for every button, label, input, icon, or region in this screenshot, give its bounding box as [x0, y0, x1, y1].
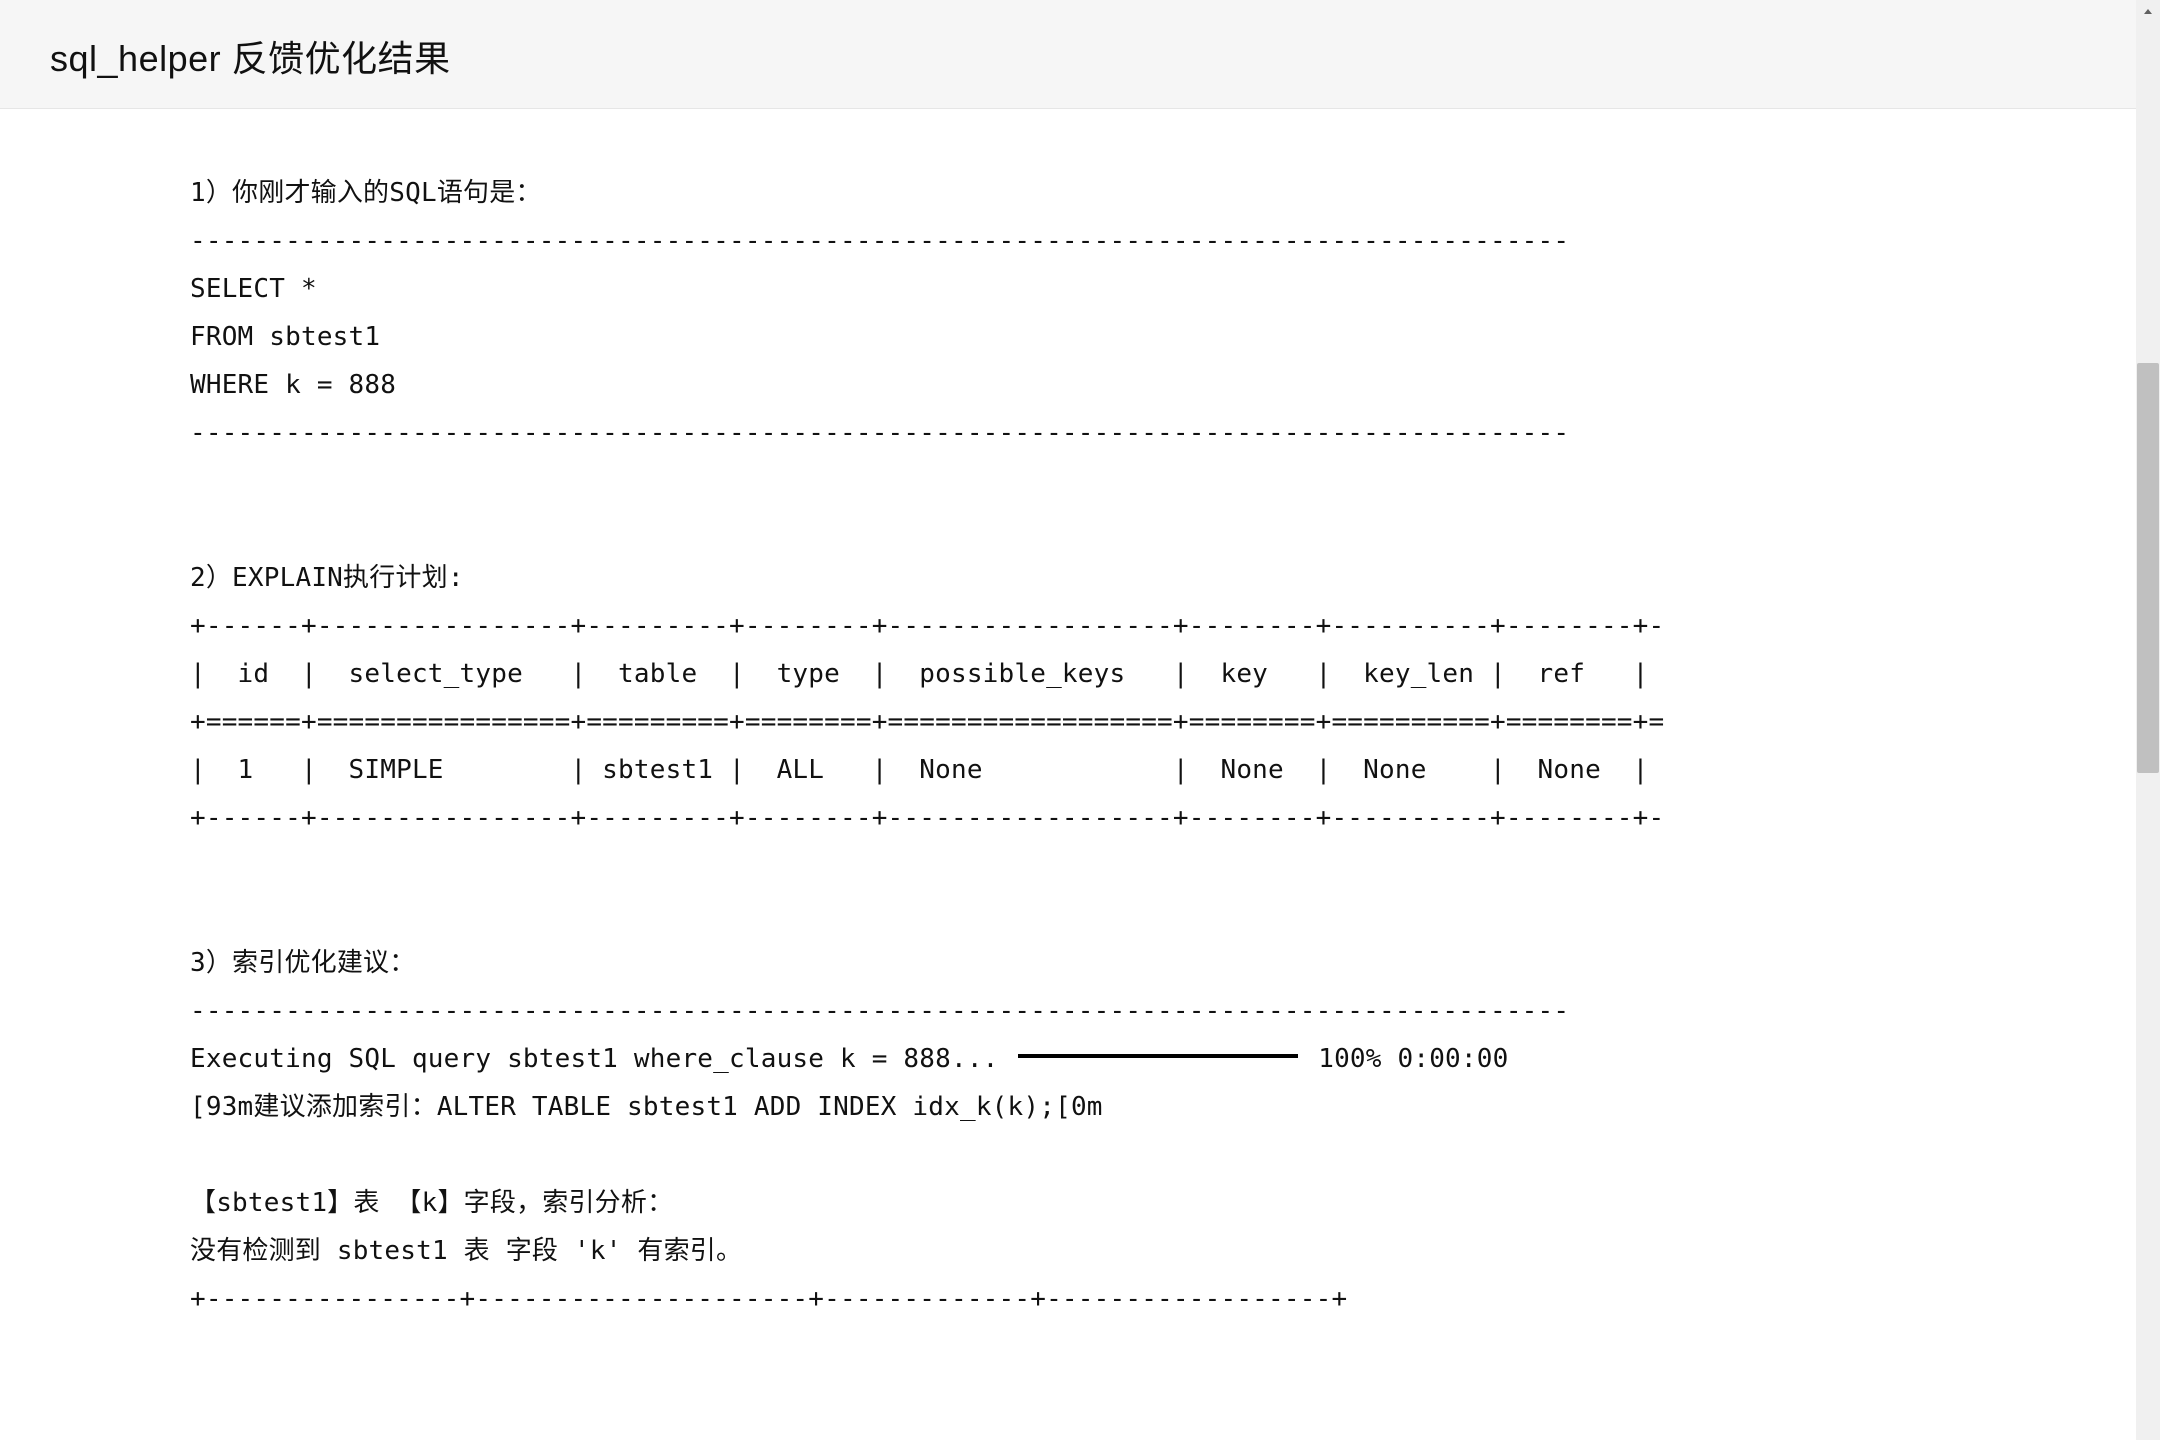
analysis-line-1: 【sbtest1】表 【k】字段，索引分析：	[190, 1188, 673, 1218]
sql-line-3: WHERE k = 888	[190, 370, 396, 400]
progress-bar-icon	[1018, 1054, 1298, 1058]
page-title: sql_helper 反馈优化结果	[50, 30, 2110, 82]
page-header: sql_helper 反馈优化结果	[0, 0, 2160, 109]
section1-heading: 1）你刚才输入的SQL语句是：	[190, 178, 542, 208]
exec-line-prefix: Executing SQL query sbtest1 where_clause…	[190, 1044, 1014, 1074]
explain-border-bottom: +------+----------------+---------+-----…	[190, 803, 1664, 833]
section3-heading: 3）索引优化建议：	[190, 948, 415, 978]
vertical-scrollbar-track[interactable]	[2136, 0, 2160, 1440]
sql-line-2: FROM sbtest1	[190, 322, 380, 352]
exec-line-suffix: 100% 0:00:00	[1302, 1044, 1508, 1074]
section3-divider: ----------------------------------------…	[190, 996, 1569, 1026]
explain-divider: +======+================+=========+=====…	[190, 707, 1664, 737]
explain-header-row: | id | select_type | table | type | poss…	[190, 659, 1649, 689]
advice-line: [93m建议添加索引：ALTER TABLE sbtest1 ADD INDEX…	[190, 1092, 1103, 1122]
trailing-border: +----------------+---------------------+…	[190, 1284, 1347, 1314]
explain-border-top: +------+----------------+---------+-----…	[190, 611, 1664, 641]
analysis-line-2: 没有检测到 sbtest1 表 字段 'k' 有索引。	[190, 1236, 742, 1266]
output-block: 1）你刚才输入的SQL语句是： ------------------------…	[190, 169, 1980, 1323]
page-wrapper: sql_helper 反馈优化结果 1）你刚才输入的SQL语句是： ------…	[0, 0, 2160, 1440]
content-region: 1）你刚才输入的SQL语句是： ------------------------…	[0, 109, 2160, 1363]
section2-heading: 2）EXPLAIN执行计划:	[190, 563, 464, 593]
section1-divider-bottom: ----------------------------------------…	[190, 418, 1569, 448]
sql-line-1: SELECT *	[190, 274, 317, 304]
vertical-scrollbar-thumb[interactable]	[2137, 363, 2159, 773]
explain-data-row: | 1 | SIMPLE | sbtest1 | ALL | None | No…	[190, 755, 1649, 785]
scrollbar-up-arrow-icon[interactable]	[2136, 0, 2160, 24]
section1-divider-top: ----------------------------------------…	[190, 226, 1569, 256]
